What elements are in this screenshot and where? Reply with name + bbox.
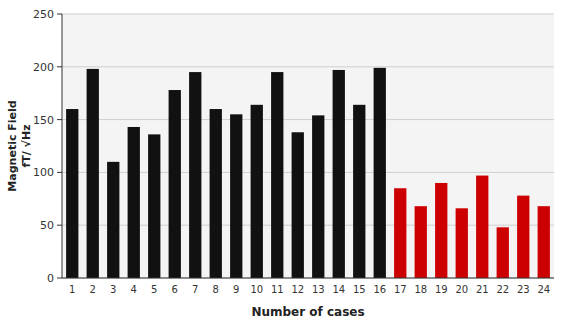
x-tick-label: 12 [291,284,304,295]
plot-background [62,14,554,278]
x-tick-label: 7 [192,284,198,295]
y-tick [57,172,62,173]
y-tick-label: 150 [33,114,54,127]
x-axis-label: Number of cases [251,305,364,319]
bar [87,69,99,278]
bar [353,105,365,278]
y-tick-label: 200 [33,61,54,74]
x-tick-label: 2 [90,284,96,295]
bar [189,72,201,278]
y-tick-label: 250 [33,8,54,21]
x-tick-label: 9 [233,284,239,295]
x-tick-label: 17 [394,284,407,295]
bar [374,68,386,278]
chart: 0501001502002501234567891011121314151617… [0,0,568,324]
chart-container: 0501001502002501234567891011121314151617… [0,0,568,324]
x-tick-label: 21 [476,284,489,295]
y-axis-line [62,14,63,278]
x-tick-label: 8 [213,284,219,295]
bars [66,68,550,278]
x-tick-label: 11 [271,284,284,295]
bar [333,70,345,278]
y-axis: 0 50 100 150 200 250 [33,8,62,285]
bar [128,127,140,278]
x-tick-label: 24 [537,284,550,295]
bar [251,105,263,278]
x-tick-label: 14 [332,284,345,295]
x-tick-label: 16 [373,284,386,295]
x-tick-label: 19 [435,284,448,295]
x-tick-label: 3 [110,284,116,295]
bar [107,162,119,278]
bar [415,206,427,278]
bar [292,132,304,278]
bar [476,176,488,278]
y-tick [57,14,62,15]
x-axis-line [62,278,554,279]
bar [394,188,406,278]
y-axis-label: Magnetic FieldfT/ √Hz [6,100,33,191]
bar [271,72,283,278]
x-axis: 123456789101112131415161718192021222324 [69,284,550,295]
x-tick-label: 15 [353,284,366,295]
bar [435,183,447,278]
x-tick-label: 10 [250,284,263,295]
x-tick-label: 4 [131,284,137,295]
bar [210,109,222,278]
y-tick [57,119,62,120]
x-tick-label: 23 [517,284,530,295]
bar [312,115,324,278]
x-tick-label: 22 [496,284,509,295]
y-tick [57,66,62,67]
bar [456,208,468,278]
bar [169,90,181,278]
y-grid [62,14,554,278]
y-tick-label: 50 [40,219,54,232]
grid-line [62,66,554,67]
bar [66,109,78,278]
bar [538,206,550,278]
y-tick [57,225,62,226]
x-tick-label: 18 [414,284,427,295]
bar [517,196,529,278]
x-tick-label: 13 [312,284,325,295]
grid-line [62,119,554,120]
x-tick-label: 20 [455,284,468,295]
x-tick-label: 5 [151,284,157,295]
y-tick-label: 0 [47,272,54,285]
bar [148,134,160,278]
y-tick [57,278,62,279]
x-tick-label: 1 [69,284,75,295]
grid-line [62,278,554,279]
grid-line [62,14,554,15]
bar [497,227,509,278]
bar [230,114,242,278]
x-tick-label: 6 [172,284,178,295]
y-tick-label: 100 [33,166,54,179]
